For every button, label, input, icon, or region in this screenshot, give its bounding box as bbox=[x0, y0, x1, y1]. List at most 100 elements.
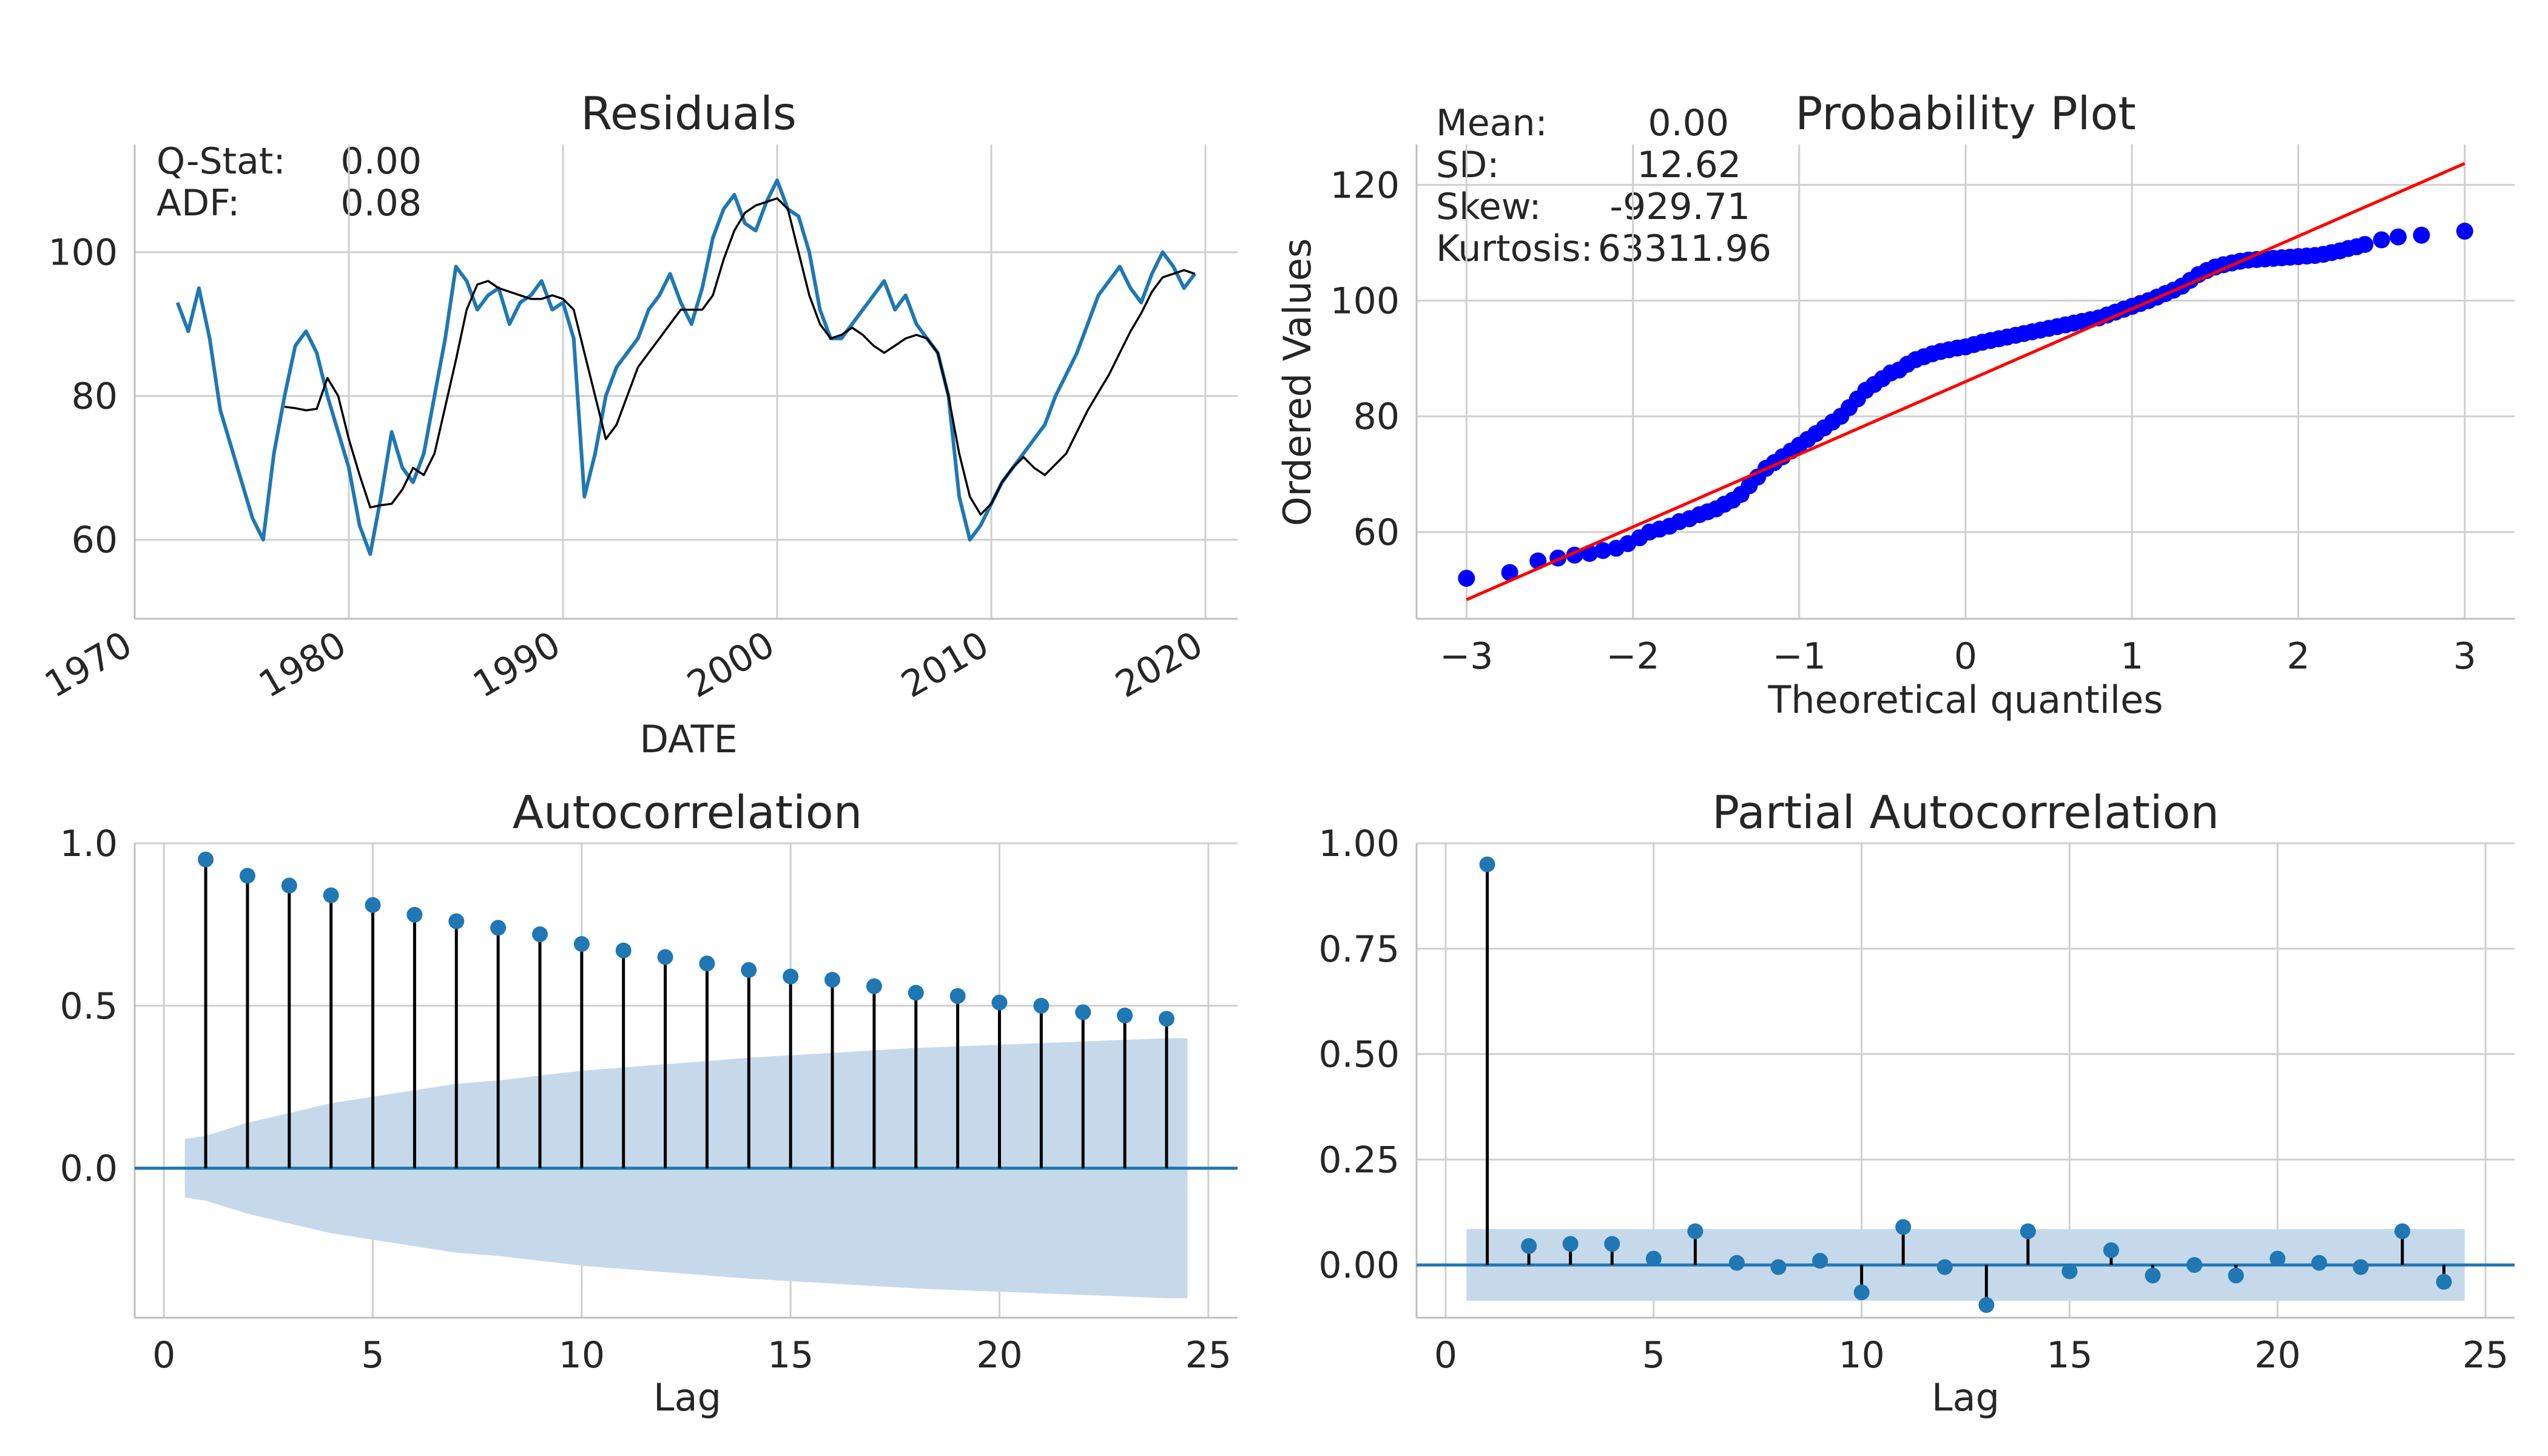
pacf-ytick-label: 0.50 bbox=[1318, 1034, 1400, 1076]
qq-point bbox=[2456, 223, 2473, 240]
pacf-ytick-label: 0.25 bbox=[1318, 1139, 1400, 1181]
acf-marker bbox=[406, 906, 423, 923]
pacf-plot-area: 0 5 10 15 20 25 0.00 0.25 0.50 0.75 1.00 bbox=[1318, 823, 2515, 1377]
acf-marker bbox=[1117, 1007, 1133, 1023]
pacf-marker bbox=[2186, 1257, 2203, 1273]
probability-xtick-label: 2 bbox=[2287, 635, 2310, 678]
acf-marker bbox=[448, 913, 465, 929]
residuals-title: Residuals bbox=[581, 87, 797, 140]
pacf-marker bbox=[2145, 1267, 2161, 1284]
probability-xtick-label: 0 bbox=[1954, 635, 1977, 678]
qq-point bbox=[1501, 564, 1518, 581]
probability-xlabel: Theoretical quantiles bbox=[1767, 678, 2163, 722]
acf-marker bbox=[198, 851, 214, 868]
sd-label: SD: bbox=[1436, 144, 1500, 186]
acf-ytick-label: 1.0 bbox=[60, 823, 118, 865]
pacf-ytick-label: 0.75 bbox=[1318, 928, 1400, 971]
acf-plot-area: 0 5 10 15 20 25 0.0 0.5 1.0 bbox=[60, 823, 1238, 1377]
acf-marker bbox=[490, 920, 507, 936]
residuals-stats: Q-Stat: 0.00 ADF: 0.08 bbox=[157, 140, 422, 224]
acf-marker bbox=[699, 956, 715, 972]
acf-marker bbox=[908, 985, 924, 1001]
probability-stats: Mean: 0.00 SD: 12.62 Skew: -929.71 Kurto… bbox=[1436, 102, 1771, 270]
pacf-xlabel: Lag bbox=[1932, 1375, 2000, 1420]
residuals-ytick-label: 80 bbox=[72, 376, 118, 418]
pacf-title: Partial Autocorrelation bbox=[1712, 786, 2219, 839]
probability-xtick-label: −1 bbox=[1773, 635, 1826, 678]
acf-ytick-label: 0.0 bbox=[60, 1148, 118, 1190]
probability-ytick-label: 120 bbox=[1330, 164, 1400, 207]
pacf-marker bbox=[2061, 1263, 2078, 1279]
probability-xtick-label: −2 bbox=[1606, 635, 1659, 678]
acf-marker bbox=[783, 968, 799, 985]
pacf-marker bbox=[2394, 1223, 2410, 1239]
acf-xtick-label: 20 bbox=[976, 1334, 1022, 1377]
qstat-label: Q-Stat: bbox=[157, 140, 286, 183]
pacf-xtick-label: 0 bbox=[1434, 1334, 1457, 1377]
pacf-marker bbox=[2228, 1267, 2244, 1284]
pacf-marker bbox=[2103, 1242, 2119, 1258]
pacf-marker bbox=[1479, 856, 1495, 872]
acf-marker bbox=[741, 962, 757, 978]
probability-ytick-label: 100 bbox=[1330, 280, 1400, 322]
pacf-xtick-label: 10 bbox=[1838, 1334, 1884, 1377]
rolling-mean-line bbox=[284, 197, 1195, 516]
pacf-marker bbox=[1687, 1223, 1704, 1239]
acf-marker bbox=[531, 926, 548, 942]
acf-xlabel: Lag bbox=[653, 1375, 721, 1420]
pacf-ytick-label: 0.00 bbox=[1318, 1244, 1400, 1287]
acf-marker bbox=[239, 868, 255, 884]
acf-marker bbox=[1033, 997, 1050, 1014]
observed-series-line bbox=[175, 178, 1196, 556]
probability-ytick-label: 80 bbox=[1353, 396, 1400, 438]
pacf-marker bbox=[2311, 1255, 2327, 1271]
skew-value: -929.71 bbox=[1609, 186, 1750, 228]
pacf-marker bbox=[1895, 1219, 1912, 1235]
pacf-marker bbox=[1853, 1284, 1870, 1301]
qq-point bbox=[1594, 542, 1612, 559]
adf-label: ADF: bbox=[157, 182, 240, 224]
qq-point bbox=[2356, 235, 2374, 253]
qq-point bbox=[2373, 231, 2390, 249]
pacf-marker bbox=[1521, 1238, 1537, 1254]
acf-marker bbox=[573, 936, 590, 952]
acf-title: Autocorrelation bbox=[513, 786, 863, 839]
mean-label: Mean: bbox=[1436, 102, 1548, 144]
kurtosis-label: Kurtosis: bbox=[1436, 228, 1593, 270]
acf-marker bbox=[657, 949, 673, 965]
pacf-ytick-label: 1.00 bbox=[1318, 823, 1400, 865]
pacf-marker bbox=[1562, 1236, 1579, 1252]
probability-xtick-label: 1 bbox=[2120, 635, 2143, 678]
probability-panel: Probability Plot Theoretical quantiles O… bbox=[1275, 87, 2515, 722]
acf-xtick-label: 0 bbox=[152, 1334, 175, 1377]
acf-marker bbox=[991, 994, 1008, 1011]
pacf-xtick-label: 20 bbox=[2254, 1334, 2300, 1377]
acf-marker bbox=[323, 887, 339, 903]
pacf-marker bbox=[1812, 1253, 1828, 1269]
mean-value: 0.00 bbox=[1648, 102, 1729, 144]
probability-xtick-label: 3 bbox=[2453, 635, 2476, 678]
qq-fit-line bbox=[1466, 162, 2465, 601]
residuals-ytick-label: 100 bbox=[48, 232, 118, 274]
acf-xtick-label: 5 bbox=[361, 1334, 384, 1377]
acf-marker bbox=[866, 978, 882, 994]
skew-label: Skew: bbox=[1436, 186, 1542, 228]
residuals-xlabel: DATE bbox=[639, 717, 737, 761]
acf-xtick-label: 25 bbox=[1185, 1334, 1232, 1377]
probability-ytick-label: 60 bbox=[1353, 511, 1400, 554]
acf-marker bbox=[949, 988, 966, 1004]
pacf-marker bbox=[1604, 1236, 1620, 1252]
qq-point bbox=[2413, 226, 2430, 244]
probability-ylabel: Ordered Values bbox=[1275, 238, 1320, 527]
probability-title: Probability Plot bbox=[1795, 87, 2136, 140]
probability-plot-area: −3 −2 −1 0 1 2 3 60 80 100 120 bbox=[1330, 144, 2515, 678]
pacf-marker bbox=[2020, 1223, 2036, 1239]
pacf-marker bbox=[1728, 1255, 1745, 1271]
acf-marker bbox=[1075, 1004, 1091, 1020]
pacf-marker bbox=[2353, 1259, 2369, 1275]
pacf-marker bbox=[2270, 1250, 2286, 1267]
acf-ytick-label: 0.5 bbox=[60, 985, 118, 1028]
pacf-xtick-label: 5 bbox=[1642, 1334, 1665, 1377]
acf-marker bbox=[1158, 1011, 1175, 1027]
